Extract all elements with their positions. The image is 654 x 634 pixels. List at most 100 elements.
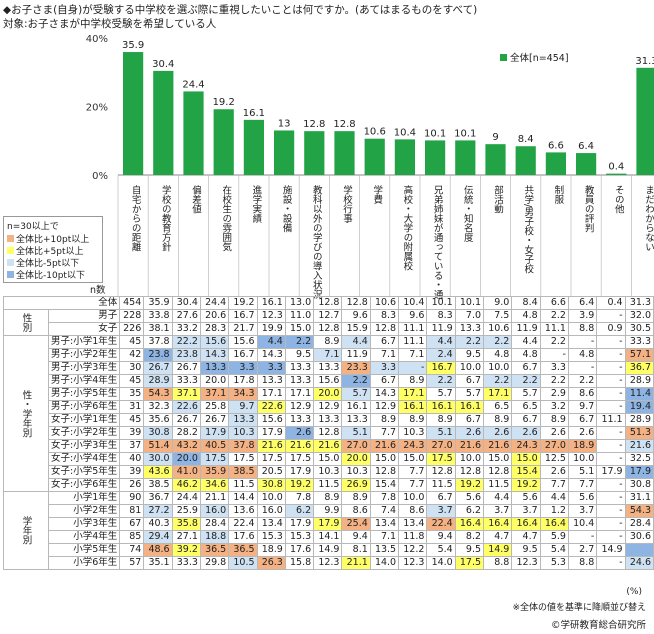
- data-label: 10.1: [454, 128, 476, 139]
- row-n: 81: [119, 504, 145, 518]
- table-cell: 35.8: [171, 517, 201, 531]
- table-cell: 20.0: [341, 452, 371, 466]
- table-cell: 13.3: [199, 361, 230, 375]
- table-cell: 20.5: [256, 465, 286, 479]
- table-cell: 17.1: [483, 387, 513, 401]
- table-cell: 14.9: [596, 543, 626, 557]
- table-cell: 0.9: [596, 322, 626, 336]
- bar: [606, 173, 627, 175]
- bar-chart: 0% 20% 40% 35.9 自宅からの距離 30.4 学校の教育方針 24.4 偏差値 19.…: [86, 34, 654, 300]
- table-cell: 34.6: [199, 478, 230, 492]
- table-row: 男子:小学3年生 30 26.7 26.7 13.3 3.3 3.3 13.3 13.3 23.3…: [4, 361, 654, 375]
- table-cell: 8.9: [426, 413, 456, 427]
- row-n: 40: [119, 452, 145, 466]
- table-cell: 7.1: [313, 348, 343, 362]
- table-cell: 7.7: [539, 478, 569, 492]
- table-cell: 33.8: [143, 309, 173, 323]
- table-cell: 0.4: [596, 296, 626, 310]
- table-cell: 4.8: [511, 348, 541, 362]
- table-cell: 13.3: [284, 361, 315, 375]
- table-cell: 12.8: [454, 465, 485, 479]
- bar: [183, 91, 204, 175]
- table-cell: 2.2: [341, 374, 371, 388]
- table-cell: 22.4: [228, 517, 258, 531]
- table-cell: 11.5: [228, 478, 258, 492]
- table-cell: 29.8: [199, 556, 230, 570]
- table-cell: 4.4: [256, 335, 286, 349]
- table-cell: 6.7: [511, 413, 541, 427]
- table-cell: 28.9: [143, 374, 173, 388]
- table-cell: 13.3: [313, 361, 343, 375]
- table-cell: 13.4: [256, 517, 286, 531]
- table-cell: 17.8: [228, 374, 258, 388]
- table-cell: 2.6: [454, 426, 485, 440]
- table-cell: 25.8: [199, 400, 230, 414]
- table-cell: 4.8: [483, 348, 513, 362]
- table-cell: 12.9: [369, 400, 400, 414]
- table-cell: -: [596, 361, 626, 375]
- data-label: 35.9: [122, 40, 144, 51]
- table-cell: 3.2: [539, 400, 569, 414]
- table-cell: 10.3: [398, 426, 428, 440]
- legend-item: 全体比+10pt以上: [7, 232, 99, 245]
- table-cell: 21.6: [256, 439, 286, 453]
- bar: [153, 70, 174, 175]
- row-group-label: 性・学年別: [3, 335, 49, 492]
- table-cell: 12.5: [539, 452, 569, 466]
- bar: [515, 146, 536, 175]
- table-cell: 41.0: [171, 465, 201, 479]
- table-cell: 28.9: [624, 374, 654, 388]
- table-cell: 15.0: [284, 322, 315, 336]
- table-cell: 27.6: [171, 309, 201, 323]
- table-cell: 33.3: [624, 335, 654, 349]
- table-cell: -: [596, 439, 626, 453]
- table-cell: 14.3: [256, 348, 286, 362]
- table-cell: 12.3: [313, 556, 343, 570]
- table-cell: 2.2: [284, 335, 315, 349]
- table-cell: 2.2: [426, 374, 456, 388]
- category-label: 学費: [371, 184, 383, 205]
- table-cell: 7.4: [369, 504, 400, 518]
- table-cell: 10.0: [256, 491, 286, 505]
- table-cell: 17.1: [284, 387, 315, 401]
- table-cell: 17.9: [256, 426, 286, 440]
- table-cell: 8.8: [567, 322, 598, 336]
- table-row: 小学3年生 67 40.3 35.8 28.4 22.4 13.4 17.9 17.9 25.4 1…: [4, 517, 654, 531]
- category-label: 施設・設備: [281, 184, 293, 233]
- table-cell: 11.9: [341, 348, 371, 362]
- table-cell: 10.5: [228, 556, 258, 570]
- bar: [394, 139, 415, 175]
- table-cell: 6.7: [567, 413, 598, 427]
- row-label: 小学4年生: [47, 530, 121, 544]
- table-cell: 38.1: [143, 322, 173, 336]
- table-cell: 14.0: [369, 556, 400, 570]
- table-cell: 3.7: [511, 504, 541, 518]
- table-row: 学年別 小学1年生 90 36.7 24.4 21.1 14.4 10.0 7.8 8.9 8.9 7…: [3, 491, 654, 570]
- table-row: 女子:小学4年生 40 30.0 20.0 17.5 17.5 17.5 17.5 15.0 20…: [4, 452, 654, 466]
- table-cell: 16.0: [256, 504, 286, 518]
- table-cell: 2.2: [483, 374, 513, 388]
- table-cell: 32.3: [143, 400, 173, 414]
- bar: [545, 152, 566, 175]
- table-cell: 54.3: [624, 504, 654, 518]
- table-cell: 5.6: [454, 491, 485, 505]
- table-cell: 17.5: [228, 452, 258, 466]
- data-label: 12.8: [303, 119, 325, 130]
- table-cell: 21.6: [483, 439, 513, 453]
- table-cell: 16.7: [228, 309, 258, 323]
- table-cell: 11.1: [398, 335, 428, 349]
- table-cell: 15.0: [483, 452, 513, 466]
- table-cell: 2.9: [539, 387, 569, 401]
- table-cell: 6.4: [567, 296, 598, 310]
- table-cell: 12.8: [483, 465, 513, 479]
- table-cell: 18.8: [199, 530, 230, 544]
- table-cell: 3.3: [369, 361, 400, 375]
- table-cell: 10.0: [398, 491, 428, 505]
- legend-label: 全体比+10pt以上: [16, 234, 90, 245]
- table-cell: 17.9: [284, 517, 315, 531]
- table-cell: 3.3: [539, 361, 569, 375]
- table-cell: 6.7: [369, 374, 400, 388]
- table-cell: 9.5: [454, 543, 485, 557]
- table-cell: 10.0: [483, 361, 513, 375]
- data-label: 10.4: [394, 127, 416, 138]
